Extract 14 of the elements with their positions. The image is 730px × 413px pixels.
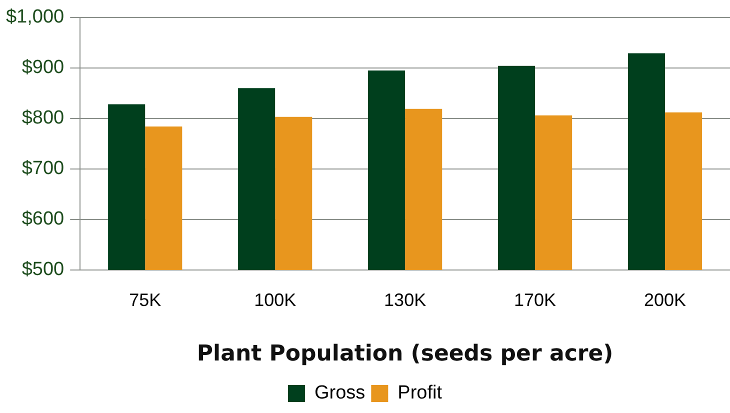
y-tick-label: $600 [22,208,64,230]
y-tick-label: $700 [22,158,64,180]
x-tick-label: 200K [644,290,686,310]
y-tick-label: $500 [22,259,64,280]
y-tick-label: $1,000 [6,6,64,28]
x-tick-label: 170K [514,290,556,310]
x-tick-label: 75K [129,290,162,310]
legend-label: Profit [398,382,443,404]
legend-label: Gross [314,382,366,404]
y-tick-label: $800 [22,108,64,129]
x-tick-label: 130K [384,290,426,310]
x-tick-label: 100K [254,290,296,310]
x-axis-title: Plant Population (seeds per acre) [196,342,614,367]
y-tick-label: $900 [22,57,64,78]
